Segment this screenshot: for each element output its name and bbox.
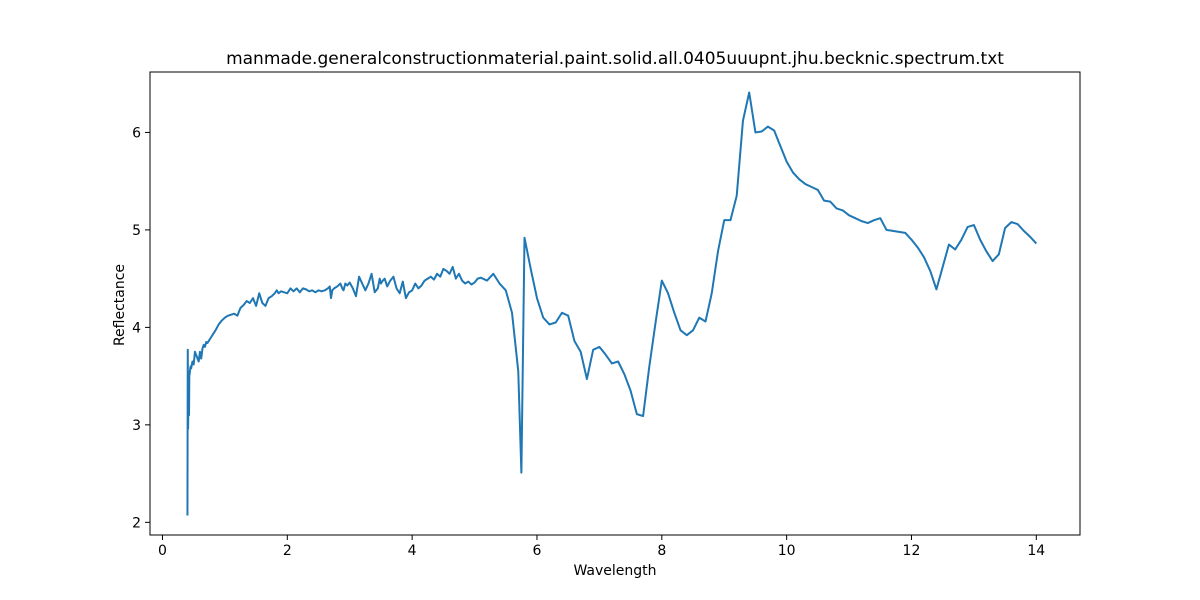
x-tick-label: 6 [533,543,542,559]
x-tick-label: 14 [1027,543,1045,559]
plot-area: 0 2 4 6 8 10 12 14 2 3 4 5 6 [132,71,1081,559]
y-tick-label: 4 [132,320,141,336]
x-axis-label: Wavelength [573,563,656,579]
x-tick-label: 2 [283,543,292,559]
y-tick-label: 6 [132,125,141,141]
y-tick-label: 2 [132,515,141,531]
series-line [186,91,1038,516]
x-tick-label: 12 [903,543,921,559]
axes-frame [149,71,1081,536]
x-tick-label: 8 [657,543,666,559]
x-tick-label: 4 [408,543,417,559]
y-tick-label: 3 [132,418,141,434]
chart-title: manmade.generalconstructionmaterial.pain… [226,49,1004,69]
x-tick-label: 10 [778,543,796,559]
y-tick-label: 5 [132,223,141,239]
x-tick-label: 0 [158,543,167,559]
y-axis-label: Reflectance [112,264,128,346]
